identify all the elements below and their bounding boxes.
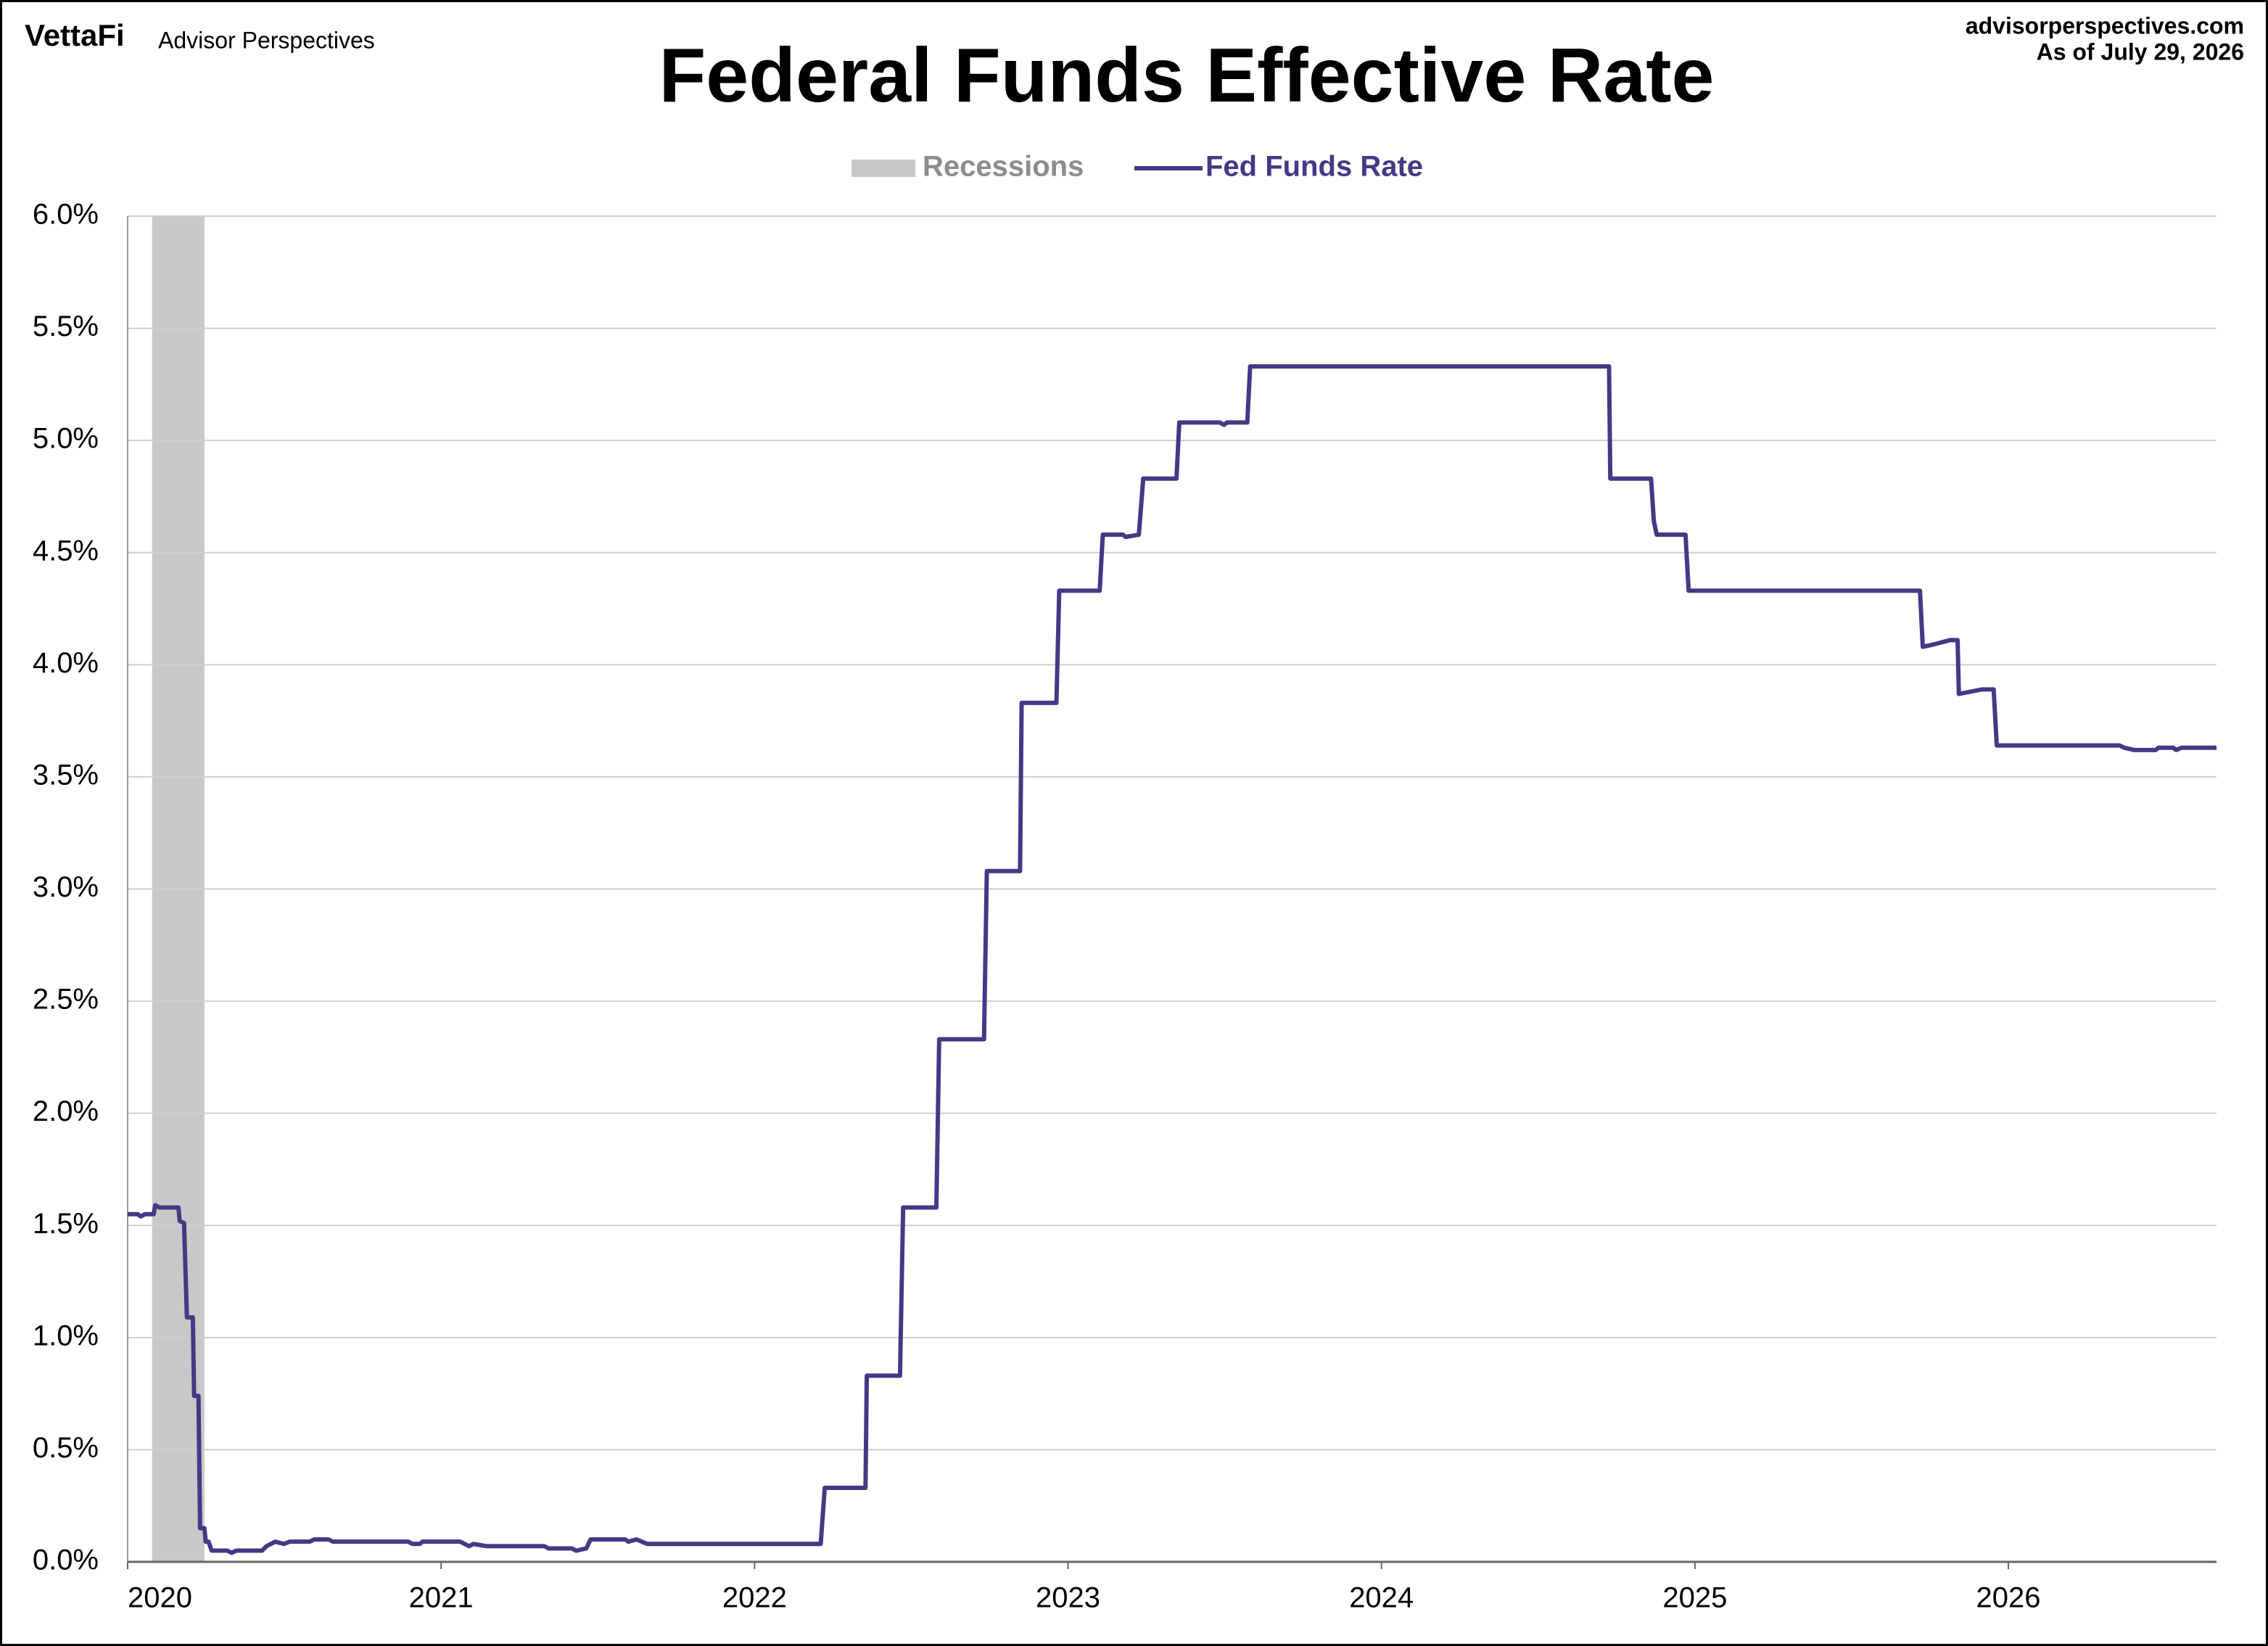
data-line bbox=[128, 364, 2217, 1555]
y-tick-label: 5.0% bbox=[33, 423, 99, 455]
y-tick-label: 3.5% bbox=[33, 759, 99, 791]
y-tick-label: 2.5% bbox=[33, 984, 99, 1016]
as-of-date: As of July 29, 2026 bbox=[2037, 38, 2244, 65]
x-tick-label: 2021 bbox=[409, 1582, 474, 1614]
x-tick-label: 2023 bbox=[1036, 1582, 1100, 1614]
y-tick-label: 1.0% bbox=[33, 1320, 99, 1351]
y-tick-label: 4.5% bbox=[33, 535, 99, 567]
y-tick-label: 4.0% bbox=[33, 647, 99, 679]
brand: VettaFi bbox=[25, 18, 125, 52]
x-tick-label: 2022 bbox=[722, 1582, 787, 1614]
publisher: Advisor Perspectives bbox=[158, 27, 375, 53]
chart-title: Federal Funds Effective Rate bbox=[659, 33, 1715, 118]
y-tick-label: 5.5% bbox=[33, 310, 99, 342]
y-tick-label: 3.0% bbox=[33, 871, 99, 903]
y-tick-label: 2.0% bbox=[33, 1095, 99, 1127]
y-tick-label: 6.0% bbox=[33, 199, 99, 231]
legend-swatch bbox=[851, 160, 915, 177]
y-tick-label: 1.5% bbox=[33, 1208, 99, 1240]
x-tick-label: 2026 bbox=[1976, 1582, 2041, 1614]
legend-label: Recessions bbox=[923, 151, 1084, 183]
x-tick-label: 2020 bbox=[128, 1582, 192, 1614]
x-tick-label: 2024 bbox=[1349, 1582, 1414, 1614]
y-tick-label: 0.5% bbox=[33, 1432, 99, 1464]
x-tick-label: 2025 bbox=[1662, 1582, 1727, 1614]
legend-label: Fed Funds Rate bbox=[1205, 151, 1423, 183]
site: advisorperspectives.com bbox=[1966, 12, 2244, 38]
y-tick-label: 0.0% bbox=[33, 1544, 99, 1576]
